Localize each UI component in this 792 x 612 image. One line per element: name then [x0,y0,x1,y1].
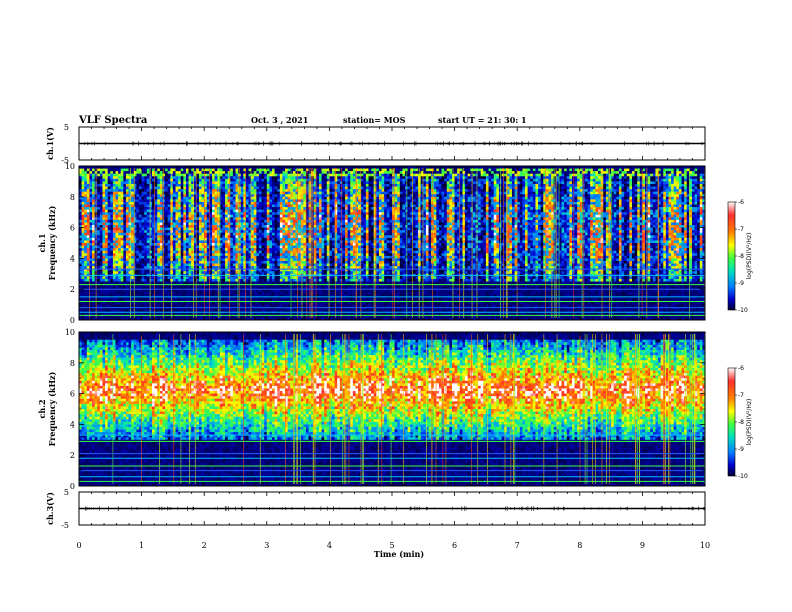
x-tick-label: 0 [76,541,81,550]
ch1-spectrogram-sferics [89,168,706,318]
time-axis: 0 1 2 3 4 5 6 7 8 9 10 [76,541,710,550]
ch2-spectrogram-ytick-label: 4 [70,420,75,429]
ch2-spectrogram-cells [79,332,706,487]
ch1-spectrogram-ytick-label: 0 [70,316,75,325]
x-tick-label: 4 [327,541,332,550]
x-tick-label: 6 [452,541,457,550]
ch2-colorbar-tick-label: -7 [738,392,744,399]
ch1-waveform-ytick-label: 5 [64,123,69,132]
ch1-colorbar-gradient [727,201,736,311]
ch1-colorbar-tick-label: -9 [738,280,744,287]
ch1-spectrogram-ytick-label: 10 [65,162,75,171]
x-tick-label: 2 [202,541,207,550]
ch2-colorbar-tick-label: -9 [738,446,744,453]
ch1-waveform-ytick-label: -5 [61,156,69,165]
ch2-spectrogram-ytick-label: 6 [70,390,75,399]
header-date: Oct. 3 , 2021 [251,115,308,125]
ch1-waveform-panel: 5 -5 ch.1(V) [45,123,706,165]
ch2-spectrogram-ytick-label: 8 [70,359,75,368]
x-tick-label: 8 [577,541,582,550]
ch1-spectrogram-tone-lines [79,268,705,316]
ch2-spectrogram-ytick-label: 2 [70,451,75,460]
ch1-colorbar: -6 -7 -8 -9 -10 log(PSD)(V²/Hz) [727,199,753,314]
header-start-ut: start UT = 21: 30: 1 [438,115,527,125]
ch1-colorbar-label: log(PSD)(V²/Hz) [746,233,753,280]
ch1-spectrogram-ytick-label: 6 [70,224,75,233]
ch2-spectrogram-panel: 0 2 4 6 8 10 ch.2 Frequency (kHz) [37,328,706,491]
x-tick-label: 3 [264,541,269,550]
ch1-spectrogram-panel: 0 2 4 6 8 10 ch.1 Frequency (kHz) [37,162,706,325]
ch1-spectrogram-ylabel-channel: ch.1 [37,233,47,252]
x-tick-label: 10 [700,541,710,550]
ch1-colorbar-tick-label: -6 [738,199,744,206]
ch1-spectrogram-ylabel-frequency: Frequency (kHz) [47,205,57,280]
ch2-spectrogram-tone-lines [79,434,705,482]
ch2-spectrogram-ylabel-channel: ch.2 [37,399,47,418]
ch2-colorbar-gradient [727,367,736,477]
ch1-spectrogram-ytick-label: 8 [70,193,75,202]
ch1-spectrogram-ytick-label: 2 [70,285,75,294]
ch2-spectrogram-ytick-label: 0 [70,482,75,491]
ch2-colorbar-tick-label: -6 [738,365,744,372]
ch3-waveform-panel: 5 -5 ch.3(V) [45,488,706,530]
ch2-colorbar: -6 -7 -8 -9 -10 log(PSD)(V²/Hz) [727,365,753,480]
ch3-waveform-ytick-label: -5 [61,521,69,530]
x-tick-label: 9 [640,541,645,550]
header-station: station= MOS [343,115,406,125]
ch2-colorbar-tick-label: -8 [738,419,744,426]
ch1-waveform-ylabel: ch.1(V) [45,127,55,160]
ch1-spectrogram-ytick-label: 4 [70,254,75,263]
ch1-colorbar-tick-label: -10 [738,307,748,314]
figure-title: VLF Spectra [78,115,148,126]
ch2-colorbar-label: log(PSD)(V²/Hz) [746,399,753,446]
ch1-colorbar-tick-label: -7 [738,226,744,233]
x-tick-label: 7 [515,541,520,550]
ch1-colorbar-tick-label: -8 [738,253,744,260]
x-tick-label: 1 [139,541,144,550]
ch3-waveform-ylabel: ch.3(V) [45,492,55,525]
ch2-colorbar-tick-label: -10 [738,473,748,480]
ch2-spectrogram-ytick-label: 10 [65,328,75,337]
x-axis-label: Time (min) [374,549,424,559]
ch2-spectrogram-ylabel-frequency: Frequency (kHz) [47,371,57,446]
x-tick-label: 5 [389,541,394,550]
ch3-waveform-ytick-label: 5 [64,488,69,497]
